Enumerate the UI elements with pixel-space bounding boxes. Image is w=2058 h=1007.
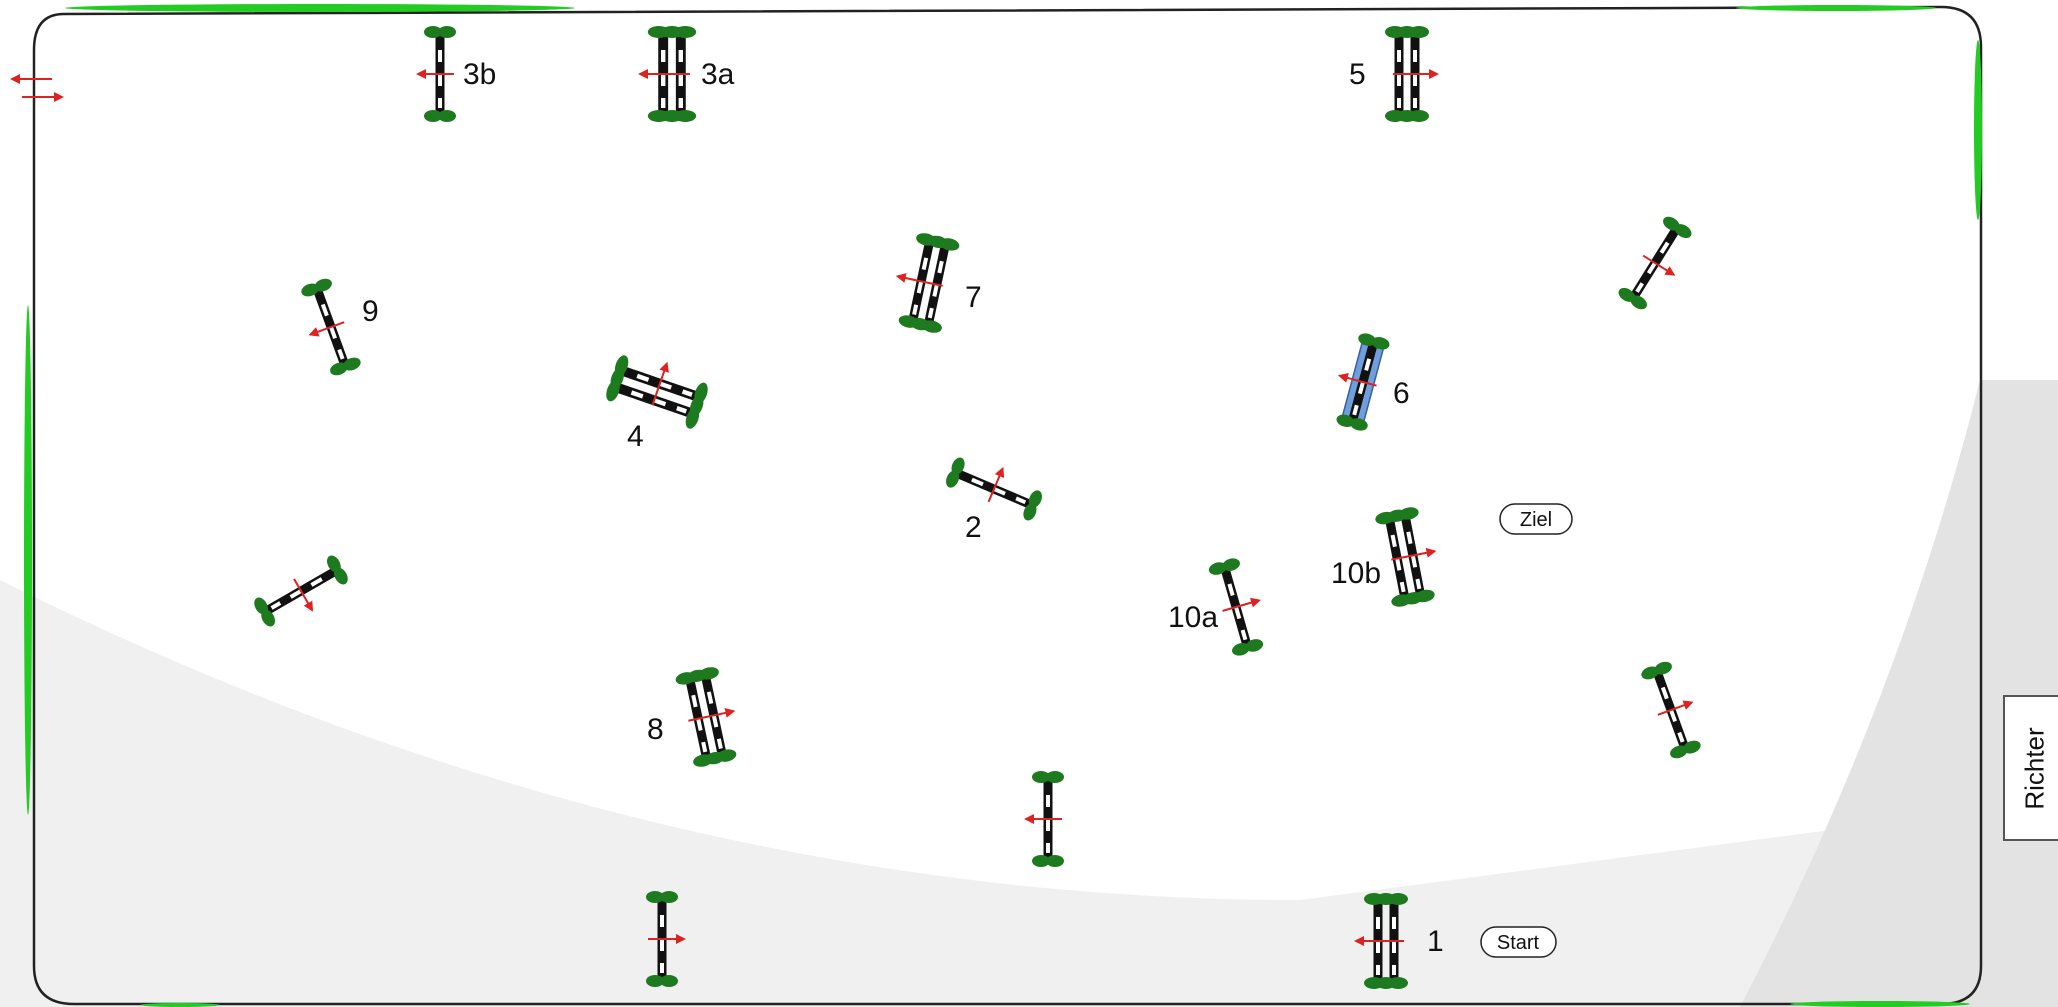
obstacle-label-3b: 3b <box>463 58 496 91</box>
obstacle-5 <box>1385 26 1439 122</box>
obstacle-unnumbered-bottom-left <box>646 891 686 987</box>
obstacle-label-3a: 3a <box>701 58 735 91</box>
entry-exit-arrows-icon <box>10 74 64 102</box>
start-marker: Start <box>1480 926 1557 958</box>
obstacle-label-1: 1 <box>1427 925 1444 958</box>
obstacle-label-9: 8 <box>647 713 664 746</box>
judge-box: Richter <box>2003 695 2058 841</box>
obstacle-unnumbered-top-right <box>1616 214 1699 316</box>
finish-label: Ziel <box>1520 509 1552 531</box>
hedge-right <box>1974 40 1982 220</box>
obstacle-3b <box>416 26 456 122</box>
obstacle-label-8: 9 <box>362 295 379 328</box>
obstacle-label-2: 2 <box>965 511 982 544</box>
start-label: Start <box>1497 932 1540 954</box>
obstacle-unnumbered-bottom-center <box>1024 771 1064 867</box>
obstacle-unnumbered-left <box>251 553 353 634</box>
background-shapes <box>0 380 2058 1007</box>
obstacle-9 <box>675 664 744 768</box>
obstacle-label-4: 4 <box>627 420 644 453</box>
obstacle-label-6: 6 <box>1393 377 1410 410</box>
hedge-top-right <box>1736 5 1936 11</box>
obstacle-label-10a: 10a <box>1168 601 1218 634</box>
obstacle-unnumbered-right <box>1640 657 1709 760</box>
judge-label: Richter <box>2019 726 2050 810</box>
finish-marker: Ziel <box>1499 503 1573 535</box>
hedge-bottom-right <box>1790 1001 1970 1007</box>
obstacle-10b <box>1374 504 1437 608</box>
obstacle-2 <box>944 450 1047 522</box>
obstacle-label-10b: 10b <box>1331 557 1381 590</box>
obstacle-7 <box>895 229 961 334</box>
obstacle-label-7: 7 <box>965 281 982 314</box>
hedge-top-left <box>65 4 575 12</box>
obstacle-8 <box>294 276 363 379</box>
obstacle-1 <box>1354 893 1408 989</box>
obstacle-6 <box>1327 329 1390 432</box>
obstacle-3a <box>638 26 696 122</box>
hedge-left <box>24 305 32 815</box>
obstacle-4 <box>604 348 712 431</box>
obstacle-label-5: 5 <box>1349 58 1366 91</box>
hedges <box>24 4 1982 1007</box>
hedge-bottom-left <box>140 1003 220 1007</box>
obstacle-10a <box>1207 554 1272 657</box>
